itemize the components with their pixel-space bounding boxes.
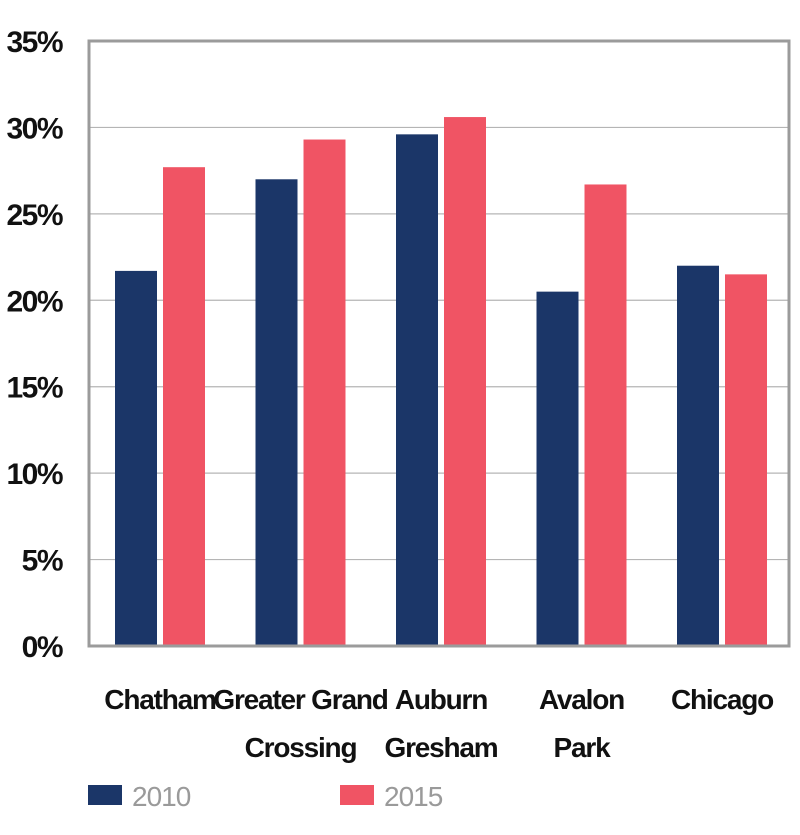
x-tick-label: Chatham	[104, 684, 216, 715]
plot-frame	[87, 39, 791, 648]
bar-2015-3	[584, 184, 627, 646]
x-tick-label: Crossing	[245, 732, 357, 763]
y-tick-label: 20%	[6, 285, 62, 318]
x-tick-label: Auburn	[395, 684, 487, 715]
bar-2015-0	[163, 167, 205, 646]
x-tick-label: Greater Grand	[213, 684, 387, 715]
bar-2010-0	[115, 270, 157, 646]
bars	[115, 117, 767, 647]
legend-swatch-2010	[88, 785, 122, 805]
bar-2010-2	[396, 134, 438, 647]
y-tick-label: 35%	[6, 26, 62, 59]
y-tick-label: 0%	[22, 631, 63, 664]
x-tick-label: Gresham	[385, 732, 498, 763]
gridlines	[89, 126, 789, 561]
x-tick-label: Avalon	[539, 684, 624, 715]
x-tick-label: Park	[554, 732, 612, 763]
legend-label-2015: 2015	[384, 781, 443, 812]
y-tick-label: 10%	[6, 458, 62, 491]
bar-2015-4	[725, 274, 767, 646]
legend: 2010 2015	[88, 781, 444, 812]
y-tick-label: 25%	[6, 199, 62, 232]
bar-2015-1	[303, 139, 346, 646]
bar-2010-4	[677, 265, 719, 646]
bar-2010-1	[255, 179, 298, 647]
y-tick-label: 5%	[22, 545, 63, 578]
legend-label-2010: 2010	[132, 781, 191, 812]
y-tick-label: 15%	[6, 372, 62, 405]
y-axis-ticks: 0% 5% 10% 15% 20% 25% 30% 35%	[6, 26, 64, 664]
bar-2015-2	[444, 117, 486, 647]
legend-swatch-2015	[340, 785, 374, 805]
y-tick-label: 30%	[6, 112, 62, 145]
x-tick-label: Chicago	[671, 684, 774, 715]
bar-2010-3	[536, 291, 579, 646]
